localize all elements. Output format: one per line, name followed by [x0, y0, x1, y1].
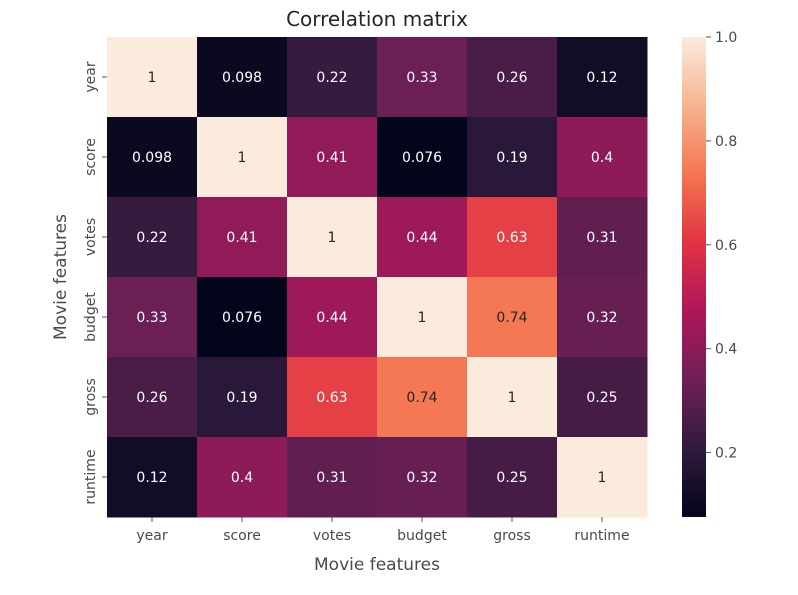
heatmap-cell-year-gross	[467, 37, 558, 118]
cell-value-runtime-gross: 0.25	[496, 470, 527, 486]
cell-value-gross-year: 0.26	[136, 390, 167, 406]
x-tick-label-score: score	[223, 528, 261, 544]
heatmap-cell-score-gross	[467, 117, 558, 198]
cell-value-year-year: 1	[148, 70, 157, 86]
colorbar-tick-label: 0.4	[715, 342, 737, 358]
heatmap-cell-budget-score	[197, 277, 288, 358]
cell-value-votes-score: 0.41	[226, 230, 257, 246]
x-axis-label: Movie features	[314, 555, 440, 575]
cell-value-runtime-year: 0.12	[136, 470, 167, 486]
heatmap-cell-budget-year	[107, 277, 198, 358]
x-tick-label-budget: budget	[397, 528, 447, 544]
heatmap-cell-votes-year	[107, 197, 198, 278]
colorbar-tick-label: 1.0	[715, 30, 737, 46]
cell-value-score-budget: 0.076	[402, 150, 442, 166]
heatmap-cell-score-year	[107, 117, 198, 198]
y-tick-label-runtime: runtime	[83, 449, 99, 504]
y-axis-label: Movie features	[51, 214, 71, 340]
heatmap-cell-votes-score	[197, 197, 288, 278]
cell-value-budget-year: 0.33	[136, 310, 167, 326]
cell-value-votes-budget: 0.44	[406, 230, 437, 246]
heatmap-cell-gross-score	[197, 357, 288, 438]
cell-value-runtime-score: 0.4	[231, 470, 253, 486]
cell-value-score-runtime: 0.4	[591, 150, 613, 166]
heatmap-cell-score-votes	[287, 117, 378, 198]
cell-value-gross-runtime: 0.25	[586, 390, 617, 406]
cell-value-votes-gross: 0.63	[496, 230, 527, 246]
heatmap-cell-labels: 1 0.098 0.22 0.33 0.26 0.120.098 1 0.41 0.076 0.1…	[132, 70, 618, 486]
cell-value-year-votes: 0.22	[316, 70, 347, 86]
heatmap-cell-runtime-gross	[467, 437, 558, 518]
heatmap-cell-runtime-budget	[377, 437, 468, 518]
heatmap-cell-gross-votes	[287, 357, 378, 438]
heatmap-cell-budget-budget	[377, 277, 468, 358]
cell-value-runtime-votes: 0.31	[316, 470, 347, 486]
cell-value-gross-gross: 1	[508, 390, 517, 406]
colorbar-tick-label: 0.8	[715, 134, 737, 150]
heatmap-cell-budget-runtime	[557, 277, 648, 358]
cell-value-runtime-budget: 0.32	[406, 470, 437, 486]
x-axis-ticks: year score votes budget gross runtime	[136, 517, 630, 544]
heatmap-cell-budget-votes	[287, 277, 378, 358]
colorbar-tick-label: 0.2	[715, 446, 737, 462]
cell-value-budget-budget: 1	[418, 310, 427, 326]
cell-value-runtime-runtime: 1	[598, 470, 607, 486]
heatmap-cell-budget-gross	[467, 277, 558, 358]
y-tick-label-score: score	[83, 138, 99, 176]
cell-value-year-gross: 0.26	[496, 70, 527, 86]
heatmap-cell-votes-votes	[287, 197, 378, 278]
y-tick-label-votes: votes	[83, 218, 99, 256]
heatmap-cell-gross-budget	[377, 357, 468, 438]
heatmap-cell-year-runtime	[557, 37, 648, 118]
heatmap-cell-year-votes	[287, 37, 378, 118]
colorbar	[682, 37, 706, 517]
x-tick-label-votes: votes	[313, 528, 351, 544]
heatmap-cell-score-budget	[377, 117, 468, 198]
y-tick-label-gross: gross	[83, 378, 99, 416]
x-tick-label-year: year	[136, 528, 167, 544]
heatmap-cell-score-score	[197, 117, 288, 198]
cell-value-year-budget: 0.33	[406, 70, 437, 86]
cell-value-score-score: 1	[238, 150, 247, 166]
cell-value-votes-year: 0.22	[136, 230, 167, 246]
heatmap-cell-votes-budget	[377, 197, 468, 278]
heatmap-cell-gross-runtime	[557, 357, 648, 438]
cell-value-budget-votes: 0.44	[316, 310, 347, 326]
cell-value-gross-score: 0.19	[226, 390, 257, 406]
cell-value-budget-runtime: 0.32	[586, 310, 617, 326]
heatmap-cell-year-budget	[377, 37, 468, 118]
colorbar-tick-label: 0.6	[715, 238, 737, 254]
heatmap-cell-year-year	[107, 37, 198, 118]
cell-value-votes-runtime: 0.31	[586, 230, 617, 246]
cell-value-year-score: 0.098	[222, 70, 262, 86]
heatmap-cell-score-runtime	[557, 117, 648, 198]
heatmap-cell-runtime-runtime	[557, 437, 648, 518]
y-tick-label-budget: budget	[83, 292, 99, 342]
chart-title: Correlation matrix	[286, 7, 468, 31]
heatmap-cells	[107, 37, 648, 518]
cell-value-gross-budget: 0.74	[406, 390, 437, 406]
cell-value-score-year: 0.098	[132, 150, 172, 166]
cell-value-score-votes: 0.41	[316, 150, 347, 166]
heatmap-cell-votes-runtime	[557, 197, 648, 278]
cell-value-budget-score: 0.076	[222, 310, 262, 326]
cell-value-budget-gross: 0.74	[496, 310, 527, 326]
x-tick-label-gross: gross	[493, 528, 531, 544]
cell-value-gross-votes: 0.63	[316, 390, 347, 406]
cell-value-year-runtime: 0.12	[586, 70, 617, 86]
heatmap-cell-runtime-year	[107, 437, 198, 518]
y-tick-label-year: year	[83, 61, 99, 92]
heatmap-cell-gross-gross	[467, 357, 558, 438]
cell-value-votes-votes: 1	[328, 230, 337, 246]
cell-value-score-gross: 0.19	[496, 150, 527, 166]
heatmap-cell-gross-year	[107, 357, 198, 438]
heatmap-cell-runtime-votes	[287, 437, 378, 518]
heatmap-cell-votes-gross	[467, 197, 558, 278]
colorbar-ticks: 0.2 0.4 0.6 0.8 1.0	[706, 30, 737, 462]
heatmap-cell-runtime-score	[197, 437, 288, 518]
x-tick-label-runtime: runtime	[574, 528, 629, 544]
heatmap-cell-year-score	[197, 37, 288, 118]
y-axis-ticks: year score votes budget gross runtime	[83, 61, 107, 505]
